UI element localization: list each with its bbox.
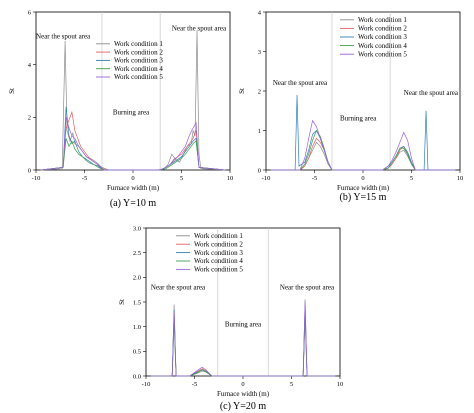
x-tick-label: -10 [32, 175, 41, 182]
x-tick-label: -5 [312, 175, 317, 182]
y-tick-label: 4 [28, 62, 32, 69]
chart-panel-1: -10 -5 0 5 10 0 2 4 6 Furnace width (m) St Near the… [8, 9, 233, 209]
x-axis-label: Furnace width (m) [337, 184, 390, 192]
legend-label: Work condition 2 [114, 48, 163, 56]
x-tick-label: 10 [337, 381, 344, 388]
y-tick-label: 2 [258, 88, 261, 95]
x-tick-label: 5 [290, 381, 293, 388]
legend-label: Work condition 5 [358, 50, 407, 58]
series-line-work-condition-5 [40, 117, 226, 171]
y-tick-label: 1 [258, 128, 261, 135]
region-annotation: Burning area [225, 321, 262, 329]
legend-label: Work condition 3 [114, 57, 163, 65]
x-axis-label: Furnace width (m) [107, 184, 160, 192]
y-tick-label: 4 [258, 9, 262, 16]
y-tick-label: 2.0 [133, 275, 141, 282]
series-line-work-condition-3 [150, 306, 336, 377]
y-axis-label: St [8, 88, 16, 94]
region-annotation: Near the spout area [280, 284, 335, 292]
y-tick-label: 2.5 [133, 250, 141, 257]
legend-label: Work condition 4 [358, 42, 407, 50]
chart-panel-2: -10 -5 0 5 10 0 1 2 3 4 Furnace width (m) St Near th… [238, 9, 463, 203]
y-tick-label: 3 [258, 49, 261, 56]
y-tick-label: 1.5 [133, 299, 141, 306]
panel-caption: (b) Y=15 m [340, 192, 387, 203]
legend-label: Work condition 3 [194, 249, 243, 257]
legend-label: Work condition 1 [194, 232, 243, 240]
series-line-work-condition-5 [270, 119, 456, 171]
x-tick-label: -5 [192, 381, 197, 388]
region-annotation: Near the spout area [404, 89, 459, 97]
x-tick-label: -10 [142, 381, 151, 388]
region-annotation: Near the spout area [151, 284, 206, 292]
region-annotation: Burning area [113, 109, 150, 117]
x-tick-label: -10 [262, 175, 271, 182]
region-annotation: Near the spout area [36, 32, 91, 40]
y-tick-label: 3.0 [133, 225, 141, 232]
legend-label: Work condition 2 [358, 25, 407, 33]
legend-label: Work condition 1 [358, 16, 407, 24]
y-tick-label: 2 [28, 115, 31, 122]
y-axis-label: St [118, 299, 126, 305]
x-tick-label: 10 [457, 175, 464, 182]
panel-caption: (c) Y=20 m [220, 401, 267, 412]
legend-label: Work condition 4 [114, 65, 163, 73]
region-annotation: Burning area [340, 115, 377, 123]
x-tick-label: 5 [180, 175, 183, 182]
x-axis-label: Furnace width (m) [217, 390, 270, 398]
chart-panel-3: -10 -5 0 5 10 0.0 0.5 1.0 1.5 2.0 2.5 3.0 Furnace wi… [118, 225, 343, 412]
region-annotation: Near the spout area [273, 79, 328, 87]
series-line-work-condition-5 [150, 301, 336, 377]
x-tick-label: 5 [410, 175, 413, 182]
legend-label: Work condition 5 [194, 266, 243, 274]
y-tick-label: 0.0 [133, 373, 141, 380]
y-tick-label: 0.5 [133, 349, 141, 356]
panel-caption: (a) Y=10 m [110, 198, 157, 209]
region-annotation: Near the spout area [172, 24, 227, 32]
y-axis-label: St [238, 88, 246, 94]
x-tick-label: 0 [361, 175, 364, 182]
legend-label: Work condition 2 [194, 240, 243, 248]
y-tick-label: 6 [28, 9, 32, 16]
legend-label: Work condition 1 [114, 40, 163, 48]
legend-label: Work condition 5 [114, 73, 163, 81]
legend-label: Work condition 4 [194, 257, 243, 265]
y-tick-label: 1.0 [133, 324, 141, 331]
y-tick-label: 0 [28, 167, 31, 174]
series-line-work-condition-3 [270, 94, 456, 171]
legend-label: Work condition 3 [358, 33, 407, 41]
x-tick-label: -5 [82, 175, 87, 182]
x-tick-label: 10 [227, 175, 234, 182]
y-tick-label: 0 [258, 167, 261, 174]
series-line-work-condition-1 [150, 299, 336, 377]
x-tick-label: 0 [131, 175, 134, 182]
x-tick-label: 0 [241, 381, 244, 388]
